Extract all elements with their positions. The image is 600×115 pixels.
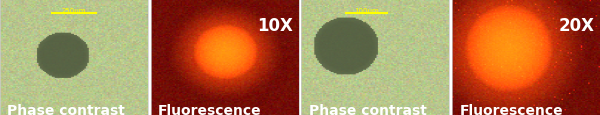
Text: Fluorescence: Fluorescence: [158, 104, 262, 115]
Text: 100μm: 100μm: [354, 8, 379, 14]
Text: Phase contrast: Phase contrast: [7, 104, 125, 115]
Text: 10X: 10X: [257, 17, 293, 35]
Text: 250μm: 250μm: [62, 8, 86, 14]
Text: 20X: 20X: [559, 17, 595, 35]
Text: Phase contrast: Phase contrast: [309, 104, 427, 115]
Text: Fluorescence: Fluorescence: [460, 104, 563, 115]
